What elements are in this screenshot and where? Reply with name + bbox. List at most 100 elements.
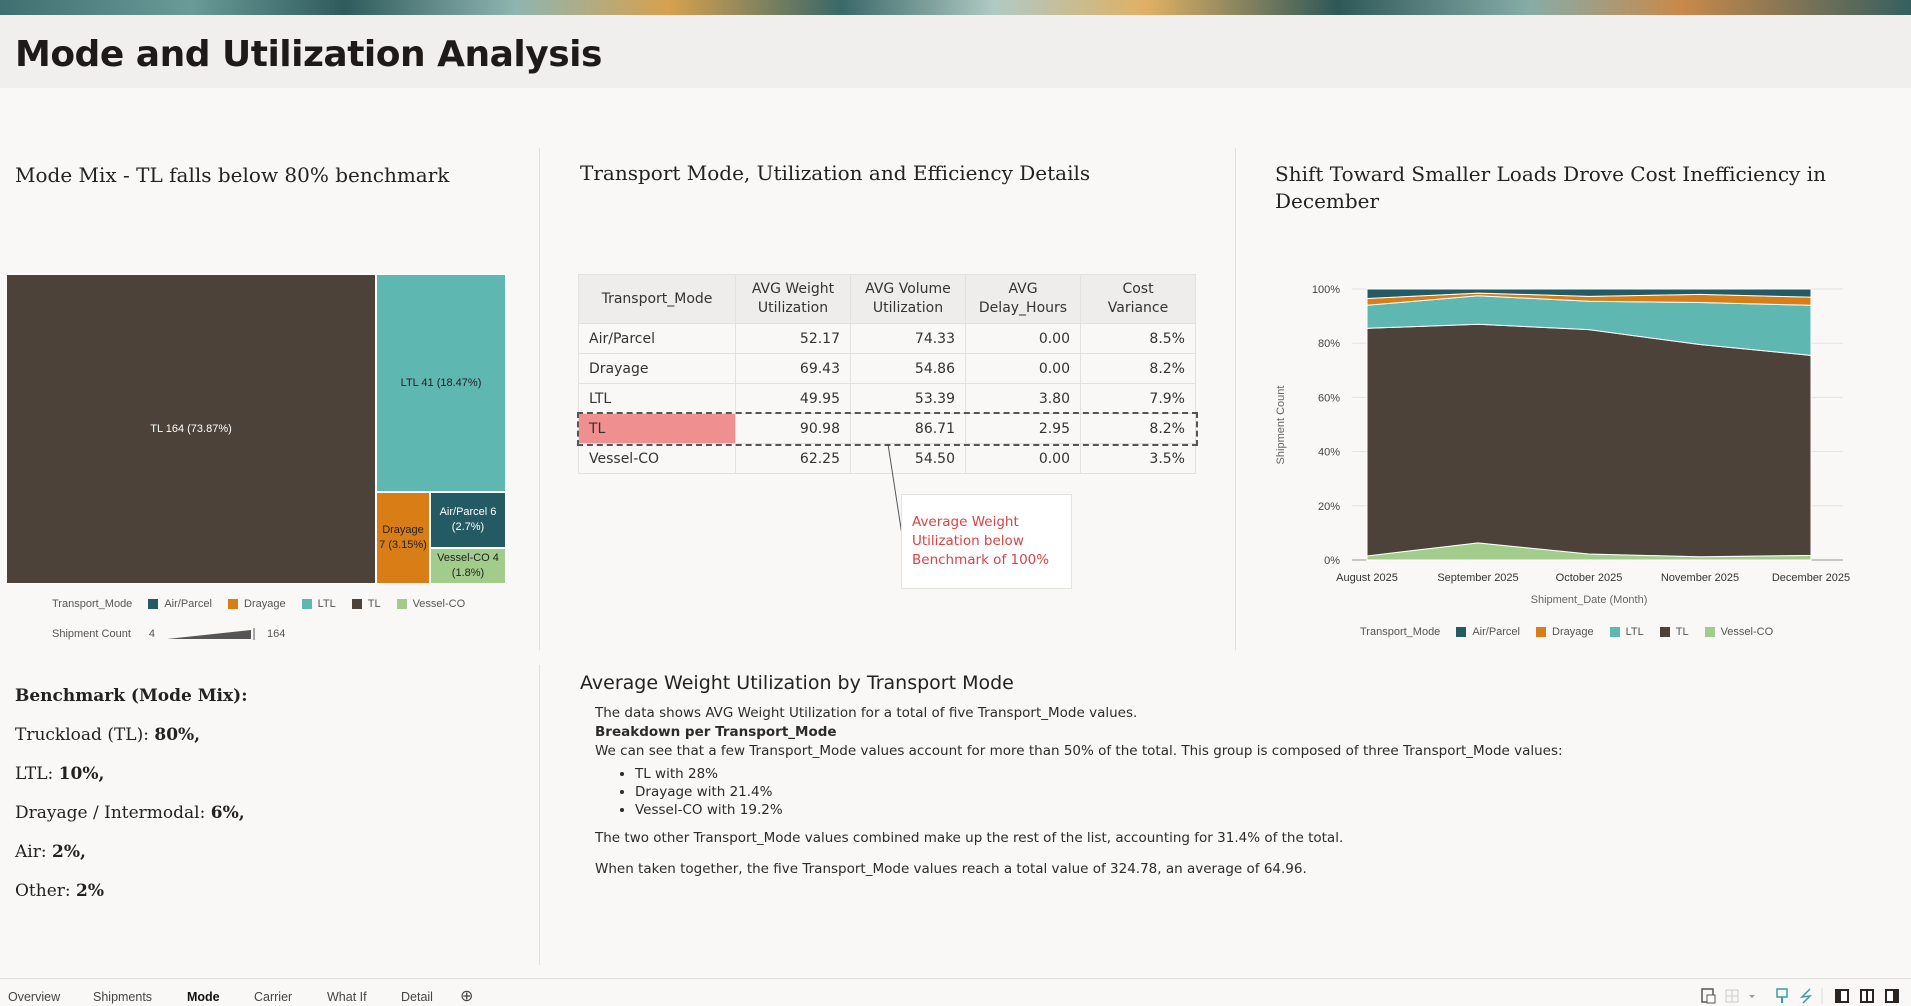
grid-icon[interactable] (1725, 989, 1739, 1003)
legend-item[interactable]: Drayage (244, 598, 286, 610)
narrative-paragraph: We can see that a few Transport_Mode val… (595, 743, 1563, 759)
legend-swatch (1609, 627, 1620, 637)
tile-label: Air/Parcel 6 (2.7%) (439, 506, 497, 533)
callout-note: Average Weight Utilization below Benchma… (901, 494, 1072, 589)
benchmark-value: 6%, (210, 803, 245, 823)
treemap-tile-ltl[interactable]: LTL 41 (18.47%) (376, 274, 506, 492)
table-row[interactable]: Air/Parcel 52.17 74.33 0.00 8.5% (578, 323, 1196, 354)
value-cell: 49.95 (735, 383, 851, 414)
value-cell: 2.95 (965, 413, 1081, 444)
present-layout-icon[interactable] (1701, 988, 1716, 1004)
size-legend-max: 164 (267, 628, 286, 640)
narrative-body: The data shows AVG Weight Utilization fo… (595, 704, 1895, 879)
add-tab-plus-icon[interactable]: ⊕ (460, 988, 474, 1005)
size-legend: Shipment Count 4 164 (52, 627, 285, 641)
x-tick-label: August 2025 (1336, 572, 1398, 584)
benchmark-value: 2% (76, 881, 105, 901)
treemap-tile-tl[interactable]: TL 164 (73.87%) (6, 274, 376, 584)
benchmark-value: 10%, (58, 764, 105, 784)
center-panel-icon[interactable] (1860, 989, 1874, 1003)
toolbar-icons (1701, 988, 1899, 1004)
size-legend-title: Shipment Count (52, 628, 131, 640)
value-cell: 54.86 (850, 353, 966, 384)
legend-swatch (148, 599, 159, 609)
tab-shipments[interactable]: Shipments (93, 990, 153, 1004)
area-legend: Transport_Mode Air/Parcel Drayage LTL TL… (1360, 626, 1773, 638)
benchmark-item: LTL: 10%, (15, 764, 245, 803)
legend-item[interactable]: LTL (317, 598, 336, 610)
details-table: Transport_Mode AVG Weight Utilization AVG … (576, 274, 1198, 474)
legend-item[interactable]: Vessel-CO (412, 598, 466, 610)
table-row[interactable]: Vessel-CO 62.25 54.50 0.00 3.5% (578, 443, 1196, 474)
value-cell: 7.9% (1080, 383, 1196, 414)
legend-swatch (1456, 627, 1467, 637)
tab-carrier[interactable]: Carrier (254, 990, 293, 1004)
y-tick-label: 100% (1312, 284, 1340, 296)
column-header[interactable]: AVG Volume Utilization (850, 274, 966, 324)
value-cell: 62.25 (735, 443, 851, 474)
benchmark-label: Other: (15, 881, 77, 901)
legend-item[interactable]: Air/Parcel (1472, 626, 1520, 638)
y-tick-label: 60% (1318, 392, 1340, 404)
column-header[interactable]: AVG Weight Utilization (735, 274, 851, 324)
y-tick-label: 0% (1324, 555, 1340, 567)
legend-swatch (396, 599, 407, 609)
title-bar (0, 15, 1911, 88)
lightning-icon[interactable] (1799, 988, 1813, 1004)
panel-divider (1235, 148, 1236, 650)
table-row[interactable]: Drayage 69.43 54.86 0.00 8.2% (578, 353, 1196, 384)
benchmark-label: Drayage / Intermodal: (15, 803, 211, 823)
callout-leader-line (887, 443, 903, 536)
column-header[interactable]: AVG Delay_Hours (965, 274, 1081, 324)
tab-overview[interactable]: Overview (8, 990, 61, 1004)
tab-detail[interactable]: Detail (401, 990, 433, 1004)
benchmark-item: Truckload (TL): 80%, (15, 725, 245, 764)
mode-cell: Vessel-CO (578, 443, 736, 474)
benchmark-item: Air: 2%, (15, 842, 245, 881)
legend-item[interactable]: Air/Parcel (164, 598, 212, 610)
narrative-paragraph: The two other Transport_Mode values comb… (595, 830, 1344, 846)
benchmark-item: Drayage / Intermodal: 6%, (15, 803, 245, 842)
treemap-tile-vessel-co[interactable]: Vessel-CO 4 (1.8%) (430, 548, 506, 584)
value-cell: 74.33 (850, 323, 966, 354)
chevron-down-icon[interactable] (1749, 995, 1755, 998)
value-cell: 8.2% (1080, 413, 1196, 444)
value-cell: 0.00 (965, 323, 1081, 354)
value-cell: 3.80 (965, 383, 1081, 414)
right-panel-icon[interactable] (1885, 989, 1899, 1003)
legend-item[interactable]: TL (367, 598, 381, 610)
narrative-bullets: TL with 28% Drayage with 21.4% Vessel-CO… (635, 765, 1895, 819)
table-row[interactable]: TL 90.98 86.71 2.95 8.2% (576, 411, 1198, 446)
left-panel-icon[interactable] (1835, 989, 1849, 1003)
y-tick-label: 40% (1318, 447, 1340, 459)
size-legend-min: 4 (148, 628, 156, 640)
benchmark-value: 80%, (154, 725, 201, 745)
narrative-paragraph: When taken together, the five Transport_… (595, 861, 1307, 877)
page-title: Mode and Utilization Analysis (15, 34, 602, 75)
column-header[interactable]: Transport_Mode (578, 274, 736, 324)
legend-item[interactable]: LTL (1625, 626, 1644, 638)
x-tick-label: September 2025 (1437, 572, 1518, 584)
benchmark-label: LTL: (15, 764, 59, 784)
tab-what-if[interactable]: What If (327, 990, 367, 1004)
benchmark-label: Air: (15, 842, 52, 862)
table-row[interactable]: LTL 49.95 53.39 3.80 7.9% (578, 383, 1196, 414)
tab-mode[interactable]: Mode (187, 990, 220, 1004)
benchmark-list: Truckload (TL): 80%, LTL: 10%, Drayage / I… (15, 725, 245, 920)
value-cell: 90.98 (735, 413, 851, 444)
y-tick-label: 20% (1318, 501, 1340, 513)
area-series-air-parcel (1366, 288, 1812, 300)
legend-item[interactable]: TL (1675, 626, 1689, 638)
brush-icon[interactable] (1776, 988, 1788, 1003)
panel-divider (539, 665, 540, 965)
treemap-tile-drayage[interactable]: Drayage 7 (3.15%) (376, 492, 430, 584)
value-cell: 53.39 (850, 383, 966, 414)
legend-item[interactable]: Drayage (1552, 626, 1594, 638)
y-axis-title: Shipment Count (1275, 386, 1287, 465)
mode-cell: LTL (578, 383, 736, 414)
bullet-item: Drayage with 21.4% (635, 783, 1895, 801)
legend-item[interactable]: Vessel-CO (1720, 626, 1774, 638)
treemap-tile-air-parcel[interactable]: Air/Parcel 6 (2.7%) (430, 492, 506, 548)
column-header[interactable]: Cost Variance (1080, 274, 1196, 324)
area-chart-title: Shift Toward Smaller Loads Drove Cost In… (1275, 162, 1826, 213)
